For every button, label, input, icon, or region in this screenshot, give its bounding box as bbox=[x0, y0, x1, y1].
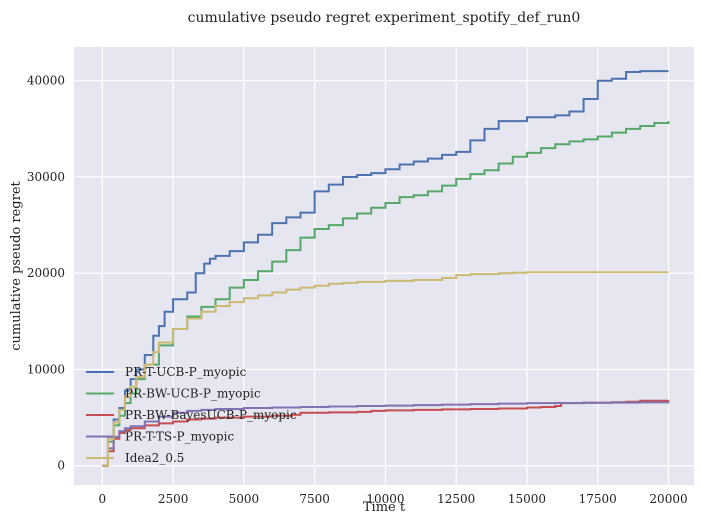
y-axis-label: cumulative pseudo regret bbox=[9, 180, 24, 350]
legend-label-pr-bw-bayesucb-p-myopic: PR-BW-BayesUCB-P_myopic bbox=[125, 408, 297, 422]
x-tick-label: 15000 bbox=[508, 492, 546, 506]
chart-title: cumulative pseudo regret experiment_spot… bbox=[188, 10, 581, 26]
x-tick-label: 12500 bbox=[437, 492, 475, 506]
series-line-pr-t-ts-p-myopic bbox=[102, 401, 670, 467]
y-tick-labels: 0 10000 20000 30000 40000 bbox=[27, 74, 65, 473]
y-tick-label: 0 bbox=[57, 459, 65, 473]
x-tick-label: 5000 bbox=[229, 492, 260, 506]
x-tick-label: 17500 bbox=[579, 492, 617, 506]
legend: PR-T-UCB-P_myopic PR-BW-UCB-P_myopic PR-BW… bbox=[86, 365, 297, 465]
y-tick-label: 30000 bbox=[27, 170, 65, 184]
x-tick-label: 10000 bbox=[366, 492, 404, 506]
y-tick-label: 20000 bbox=[27, 266, 65, 280]
x-tick-labels: 0 2500 5000 7500 10000 12500 15000 17500 20000 bbox=[98, 492, 687, 506]
x-tick-label: 2500 bbox=[158, 492, 189, 506]
series-lines bbox=[102, 70, 670, 467]
x-axis-label: Time t bbox=[363, 500, 406, 515]
x-tick-label: 20000 bbox=[649, 492, 687, 506]
legend-label-pr-bw-ucb-p-myopic: PR-BW-UCB-P_myopic bbox=[125, 387, 261, 401]
legend-label-pr-t-ucb-p-myopic: PR-T-UCB-P_myopic bbox=[125, 365, 247, 379]
grid-lines bbox=[74, 47, 694, 485]
series-line-idea2-0-5 bbox=[102, 271, 669, 467]
legend-label-idea2-0-5: Idea2_0.5 bbox=[125, 451, 184, 465]
series-line-pr-bw-bayesucb-p-myopic bbox=[102, 399, 670, 467]
y-tick-label: 10000 bbox=[27, 362, 65, 376]
y-tick-label: 40000 bbox=[27, 74, 65, 88]
legend-label-pr-t-ts-p-myopic: PR-T-TS-P_myopic bbox=[125, 430, 235, 444]
series-line-pr-t-ucb-p-myopic bbox=[102, 70, 669, 467]
x-tick-label: 7500 bbox=[299, 492, 330, 506]
x-tick-label: 0 bbox=[98, 492, 106, 506]
